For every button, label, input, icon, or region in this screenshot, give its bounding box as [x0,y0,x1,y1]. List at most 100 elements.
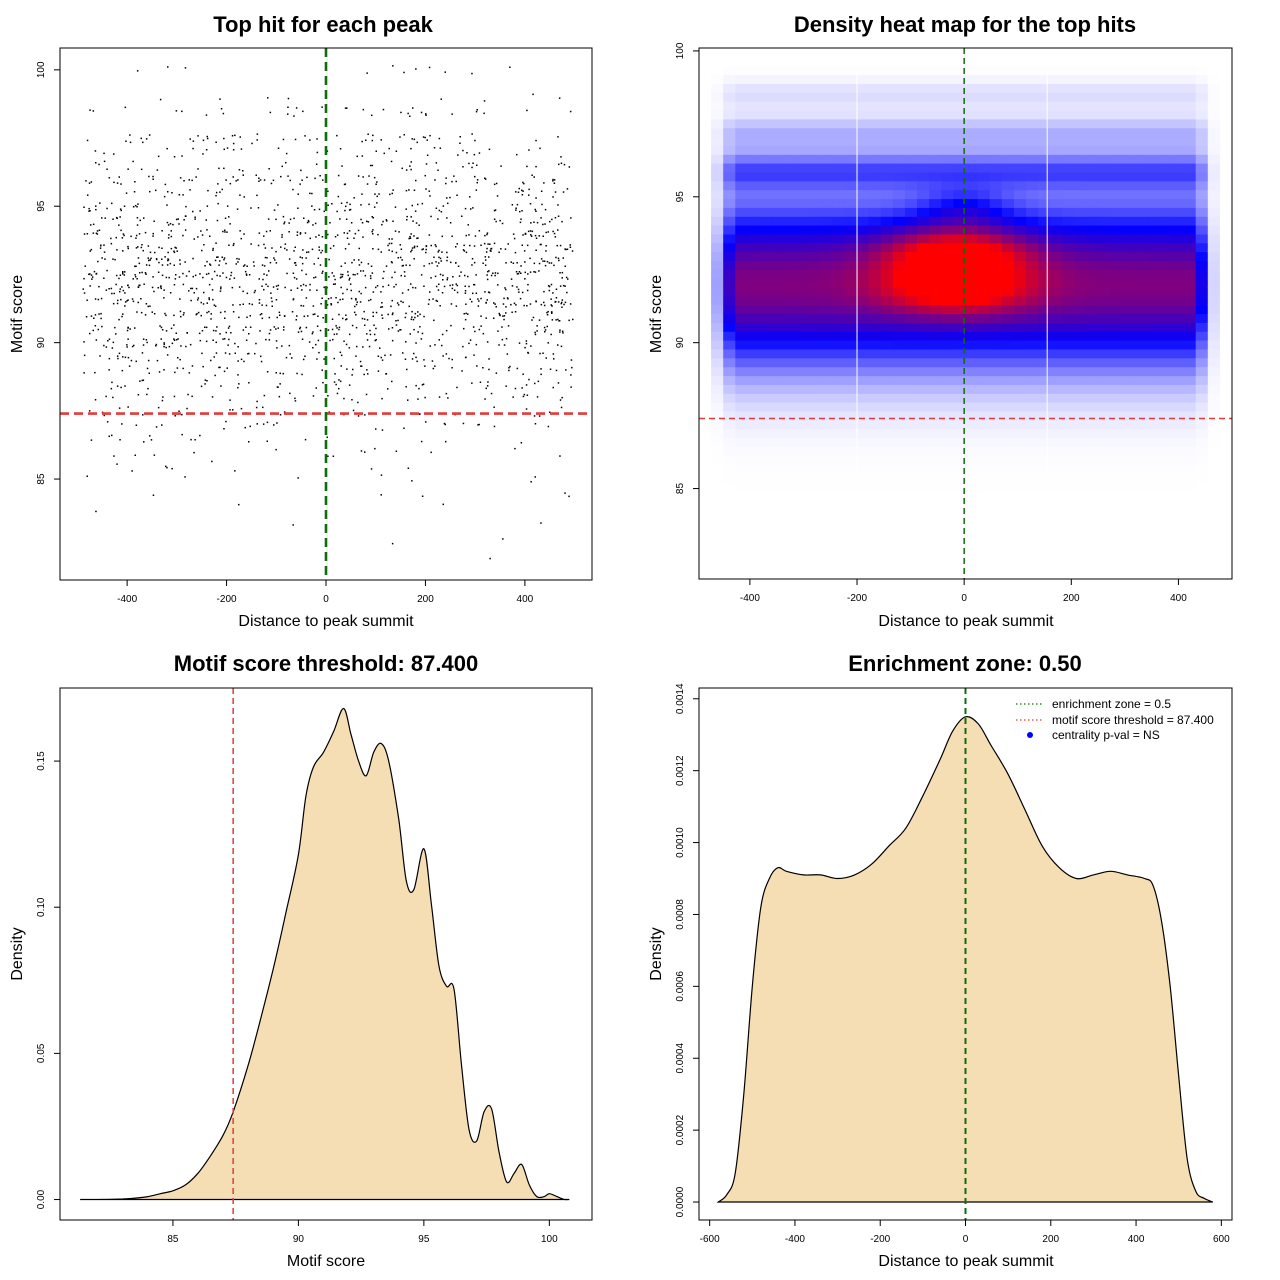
heatmap-cell [989,163,1003,173]
scatter-point [570,374,572,376]
scatter-point [321,369,323,371]
heatmap-cell [929,366,942,377]
heatmap-cell [856,331,870,341]
scatter-point [293,262,296,264]
heatmap-cell [989,74,1003,84]
scatter-point [418,224,420,226]
heatmap-cell [880,410,894,421]
heatmap-cell [711,393,724,403]
scatter-point [380,251,382,253]
heatmap-cell [1062,74,1076,84]
heatmap-cell [735,455,748,465]
scatter-point [95,162,97,164]
scatter-point [312,305,315,307]
scatter-point [485,317,487,319]
scatter-point [283,315,286,317]
heatmap-cell [1074,366,1088,377]
heatmap-cell [1098,499,1112,509]
heatmap-cell [1001,472,1015,483]
scatter-point [446,251,448,254]
scatter-point [389,354,392,356]
heatmap-cell [1110,304,1124,315]
scatter-point [413,258,415,260]
heatmap-cell [1219,110,1232,120]
scatter-point [230,332,232,334]
heatmap-cell [1219,322,1232,332]
scatter-point [327,455,329,457]
scatter-point [206,137,209,140]
heatmap-cell [904,216,918,226]
heatmap-cell [856,251,870,261]
heatmap-cell [856,472,870,483]
heatmap-cell [856,278,870,288]
heatmap-cell [1110,508,1124,518]
heatmap-cell [1123,490,1136,500]
scatter-point [449,222,452,224]
heatmap-cell [759,198,773,208]
heatmap-cell [904,322,918,332]
heatmap-cell [1086,313,1100,323]
heatmap-cell [1110,375,1124,385]
heatmap-cell [759,402,773,412]
heatmap-cell [977,552,991,562]
scatter-point [208,310,210,313]
heatmap-cell [965,357,979,368]
heatmap-cell [1086,74,1100,84]
heatmap-cell [1219,136,1232,146]
scatter-point [510,278,513,280]
heatmap-cell [711,295,724,306]
heatmap-cell [904,278,918,288]
heatmap-cell [1195,561,1209,571]
heatmap-cell [1098,534,1112,545]
heatmap-cell [747,464,761,474]
scatter-point [250,243,252,245]
heatmap-cell [771,278,785,288]
heatmap-cell [1123,517,1136,527]
heatmap-cell [856,118,870,129]
heatmap-cell [747,216,761,226]
heatmap-cell [868,207,882,217]
heatmap-cell [1135,402,1148,412]
heatmap-cell [844,207,858,217]
heatmap-cell [1147,446,1160,456]
scatter-point [345,218,348,220]
scatter-point [484,177,486,179]
scatter-point [258,299,261,301]
scatter-point [383,270,385,273]
heatmap-cell [1135,499,1148,509]
scatter-point [323,286,325,289]
heatmap-cell [1135,56,1148,67]
heatmap-cell [892,118,906,129]
scatter-point [449,284,451,287]
scatter-point [552,353,555,355]
heatmap-cell [735,375,748,385]
heatmap-cell [1074,118,1088,129]
heatmap-cell [1110,278,1124,288]
heatmap-cell [1171,74,1185,84]
heatmap-cell [759,295,773,306]
heatmap-cell [1014,92,1027,102]
heatmap-cell [1195,92,1209,102]
scatter-point [446,278,448,281]
heatmap-cell [1086,490,1100,500]
heatmap-cell [795,384,809,394]
scatter-point [471,72,473,75]
heatmap-cell [820,543,833,554]
heatmap-cell [965,74,979,84]
heatmap-cell [711,136,724,146]
heatmap-cell [783,455,797,465]
heatmap-cell [892,304,906,315]
heatmap-cell [735,207,748,217]
heatmap-cell [783,525,797,536]
scatter-point [515,271,518,273]
scatter-point [137,394,140,396]
heatmap-cell [856,543,870,554]
scatter-point [460,271,462,273]
scatter-point [232,409,234,411]
scatter-point [507,298,509,300]
scatter-point [240,358,243,361]
scatter-point [265,338,267,341]
heatmap-cell [735,481,748,492]
heatmap-cell [808,74,821,84]
heatmap-cell [1147,570,1160,579]
